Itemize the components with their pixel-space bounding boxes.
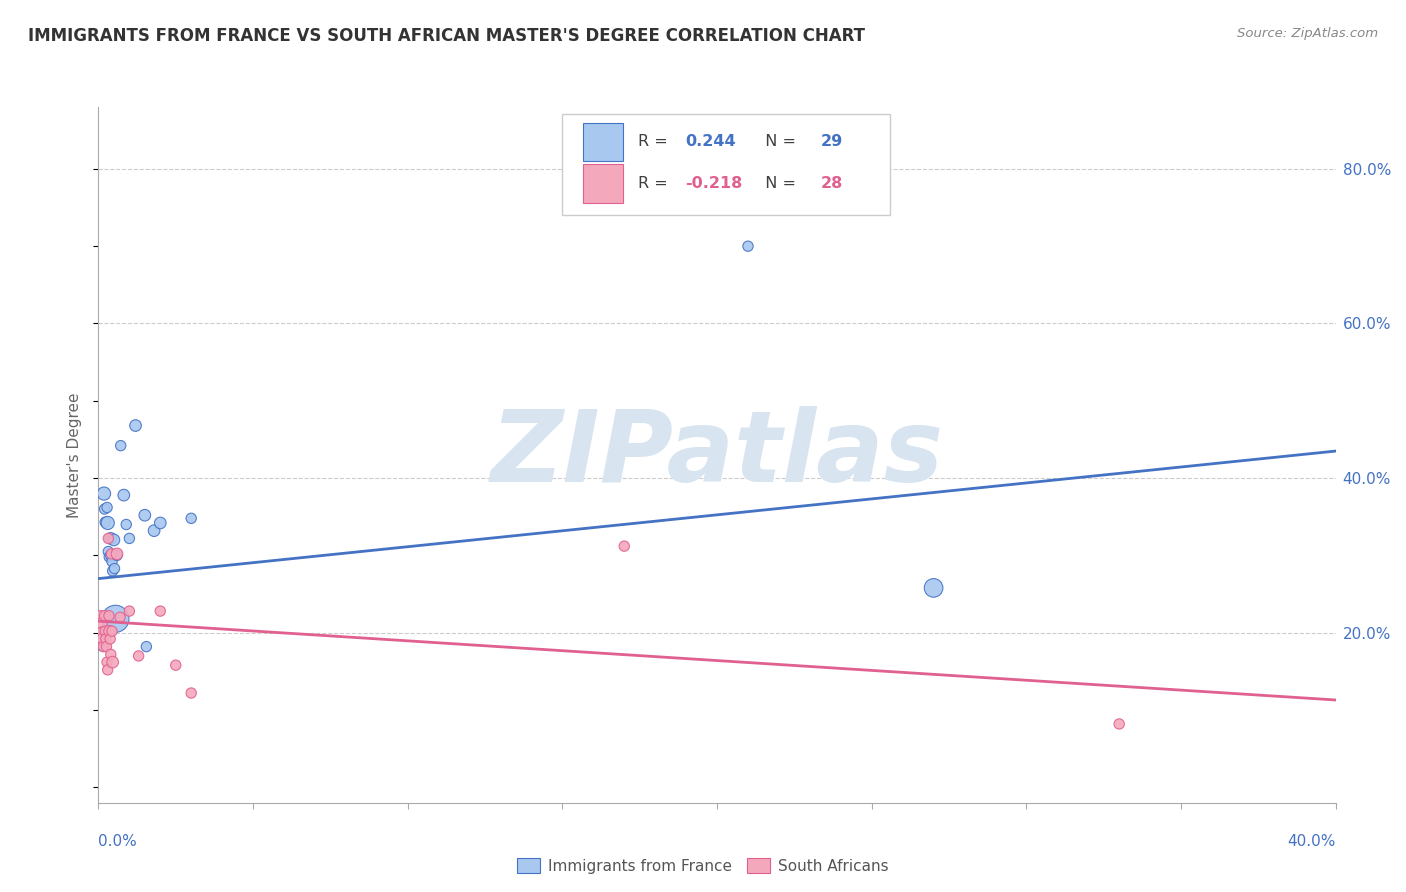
Bar <box>583 123 623 161</box>
Text: 40.0%: 40.0% <box>1288 834 1336 849</box>
Point <box>737 239 759 253</box>
Point <box>110 439 132 453</box>
Y-axis label: Master's Degree: Master's Degree <box>67 392 83 517</box>
Point <box>101 555 124 569</box>
Point <box>94 624 117 639</box>
Text: R =: R = <box>638 135 672 149</box>
Text: Source: ZipAtlas.com: Source: ZipAtlas.com <box>1237 27 1378 40</box>
Point <box>93 608 115 623</box>
Point <box>90 616 112 631</box>
Point <box>101 624 124 639</box>
Point <box>91 639 114 653</box>
Text: N =: N = <box>755 176 801 191</box>
Point <box>104 612 127 626</box>
Text: 0.244: 0.244 <box>685 135 735 149</box>
Point <box>143 524 166 538</box>
Text: 0.0%: 0.0% <box>98 834 138 849</box>
Point <box>97 516 120 530</box>
Point <box>1108 717 1130 731</box>
Point <box>103 533 125 547</box>
Point <box>124 418 146 433</box>
Point <box>101 655 124 669</box>
Point <box>96 640 118 654</box>
Text: IMMIGRANTS FROM FRANCE VS SOUTH AFRICAN MASTER'S DEGREE CORRELATION CHART: IMMIGRANTS FROM FRANCE VS SOUTH AFRICAN … <box>28 27 865 45</box>
Point <box>613 539 636 553</box>
Legend: Immigrants from France, South Africans: Immigrants from France, South Africans <box>512 852 894 880</box>
Point <box>118 604 141 618</box>
Point <box>135 640 157 654</box>
Point <box>96 655 118 669</box>
Point <box>100 532 122 546</box>
Point <box>128 648 150 663</box>
Point <box>103 561 125 575</box>
Point <box>922 581 945 595</box>
Point <box>108 610 131 624</box>
Point <box>180 511 202 525</box>
Point <box>90 625 112 640</box>
Point <box>112 488 135 502</box>
Point <box>180 686 202 700</box>
Point <box>94 515 117 529</box>
Point <box>101 564 124 578</box>
Point <box>98 549 121 564</box>
Point <box>97 532 120 546</box>
Point <box>98 632 121 646</box>
Point <box>97 663 120 677</box>
Text: -0.218: -0.218 <box>685 176 742 191</box>
Text: ZIPatlas: ZIPatlas <box>491 407 943 503</box>
Point <box>98 624 121 639</box>
Point <box>134 508 156 523</box>
FancyBboxPatch shape <box>562 114 890 215</box>
Point <box>165 658 187 673</box>
Point <box>94 632 117 646</box>
Point <box>97 544 120 558</box>
Point <box>100 648 122 662</box>
Point <box>149 516 172 530</box>
Point <box>100 549 122 563</box>
Text: R =: R = <box>638 176 672 191</box>
Point <box>91 632 114 646</box>
Point <box>118 532 141 546</box>
Point <box>96 500 118 515</box>
Bar <box>583 164 623 202</box>
Point <box>149 604 172 618</box>
Point <box>105 549 128 563</box>
Point <box>90 608 112 623</box>
Point <box>91 625 114 640</box>
Point <box>115 517 138 532</box>
Point <box>93 502 115 516</box>
Point <box>93 640 115 654</box>
Text: 28: 28 <box>821 176 844 191</box>
Text: 29: 29 <box>821 135 844 149</box>
Point <box>105 547 128 561</box>
Text: N =: N = <box>755 135 801 149</box>
Point <box>100 547 122 561</box>
Point <box>93 486 115 500</box>
Point <box>97 608 120 623</box>
